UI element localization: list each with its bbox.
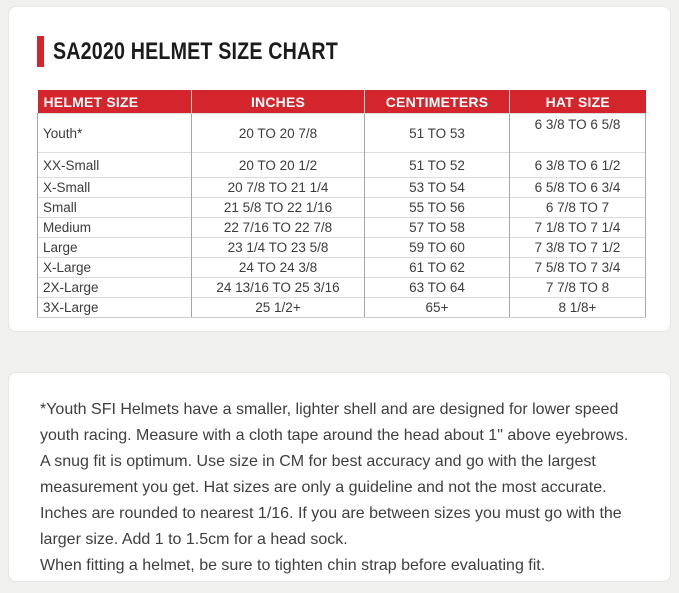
table-row-xx-small: XX-Small 20 TO 20 1/2 51 TO 52 6 3/8 TO … [37,152,646,178]
table-row-large: Large 23 1/4 TO 23 5/8 59 TO 60 7 3/8 TO… [37,237,646,258]
table-row-youth: Youth* 20 TO 20 7/8 51 TO 53 6 3/8 TO 6 … [37,113,646,153]
cell-helmet-size: X-Small [37,177,192,198]
cell-inches: 25 1/2+ [191,297,365,318]
cell-hat-size: 6 3/8 TO 6 5/8 [509,113,646,153]
cell-helmet-size: Large [37,237,192,258]
fitting-notes-card: *Youth SFI Helmets have a smaller, light… [8,372,671,582]
cell-helmet-size: Medium [37,217,192,238]
cell-helmet-size: 3X-Large [37,297,192,318]
helmet-size-table: HELMET SIZE INCHES CENTIMETERS HAT SIZE … [37,90,646,318]
fitting-notes-paragraph: When fitting a helmet, be sure to tighte… [40,557,546,574]
cell-inches: 20 TO 20 7/8 [191,113,365,153]
cell-inches: 21 5/8 TO 22 1/16 [191,197,365,218]
table-row-3x-large: 3X-Large 25 1/2+ 65+ 8 1/8+ [37,297,646,318]
cell-hat-size: 7 7/8 TO 8 [509,277,646,298]
cell-inches: 23 1/4 TO 23 5/8 [191,237,365,258]
cell-hat-size: 6 7/8 TO 7 [509,197,646,218]
column-header-centimeters: CENTIMETERS [364,90,510,114]
cell-helmet-size: 2X-Large [37,277,192,298]
cell-hat-size: 6 5/8 TO 6 3/4 [509,177,646,198]
cell-inches: 20 7/8 TO 21 1/4 [191,177,365,198]
cell-hat-size: 7 5/8 TO 7 3/4 [509,257,646,278]
cell-hat-size: 6 3/8 TO 6 1/2 [509,152,646,178]
cell-inches: 20 TO 20 1/2 [191,152,365,178]
cell-centimeters: 57 TO 58 [364,217,510,238]
table-row-x-small: X-Small 20 7/8 TO 21 1/4 53 TO 54 6 5/8 … [37,177,646,198]
cell-helmet-size: Small [37,197,192,218]
cell-centimeters: 63 TO 64 [364,277,510,298]
cell-helmet-size: XX-Small [37,152,192,178]
cell-helmet-size: X-Large [37,257,192,278]
section-title-row: SA2020 HELMET SIZE CHART [37,36,670,67]
cell-centimeters: 59 TO 60 [364,237,510,258]
cell-hat-size: 8 1/8+ [509,297,646,318]
cell-inches: 22 7/16 TO 22 7/8 [191,217,365,238]
cell-centimeters: 65+ [364,297,510,318]
table-header-row: HELMET SIZE INCHES CENTIMETERS HAT SIZE [37,90,646,114]
column-header-hat-size: HAT SIZE [509,90,646,114]
table-row-x-large: X-Large 24 TO 24 3/8 61 TO 62 7 5/8 TO 7… [37,257,646,278]
cell-hat-size: 7 1/8 TO 7 1/4 [509,217,646,238]
cell-centimeters: 55 TO 56 [364,197,510,218]
page-title: SA2020 HELMET SIZE CHART [53,38,338,65]
cell-helmet-size: Youth* [37,113,192,153]
column-header-inches: INCHES [191,90,365,114]
fitting-notes-paragraph: *Youth SFI Helmets have a smaller, light… [40,401,629,548]
table-row-medium: Medium 22 7/16 TO 22 7/8 57 TO 58 7 1/8 … [37,217,646,238]
title-accent-bar [37,36,44,67]
table-row-2x-large: 2X-Large 24 13/16 TO 25 3/16 63 TO 64 7 … [37,277,646,298]
fitting-notes: *Youth SFI Helmets have a smaller, light… [9,373,670,579]
size-chart-card: SA2020 HELMET SIZE CHART HELMET SIZE INC… [8,6,671,332]
cell-centimeters: 53 TO 54 [364,177,510,198]
column-header-helmet-size: HELMET SIZE [37,90,192,114]
cell-inches: 24 TO 24 3/8 [191,257,365,278]
cell-centimeters: 51 TO 52 [364,152,510,178]
cell-centimeters: 51 TO 53 [364,113,510,153]
cell-centimeters: 61 TO 62 [364,257,510,278]
table-row-small: Small 21 5/8 TO 22 1/16 55 TO 56 6 7/8 T… [37,197,646,218]
cell-hat-size: 7 3/8 TO 7 1/2 [509,237,646,258]
cell-inches: 24 13/16 TO 25 3/16 [191,277,365,298]
